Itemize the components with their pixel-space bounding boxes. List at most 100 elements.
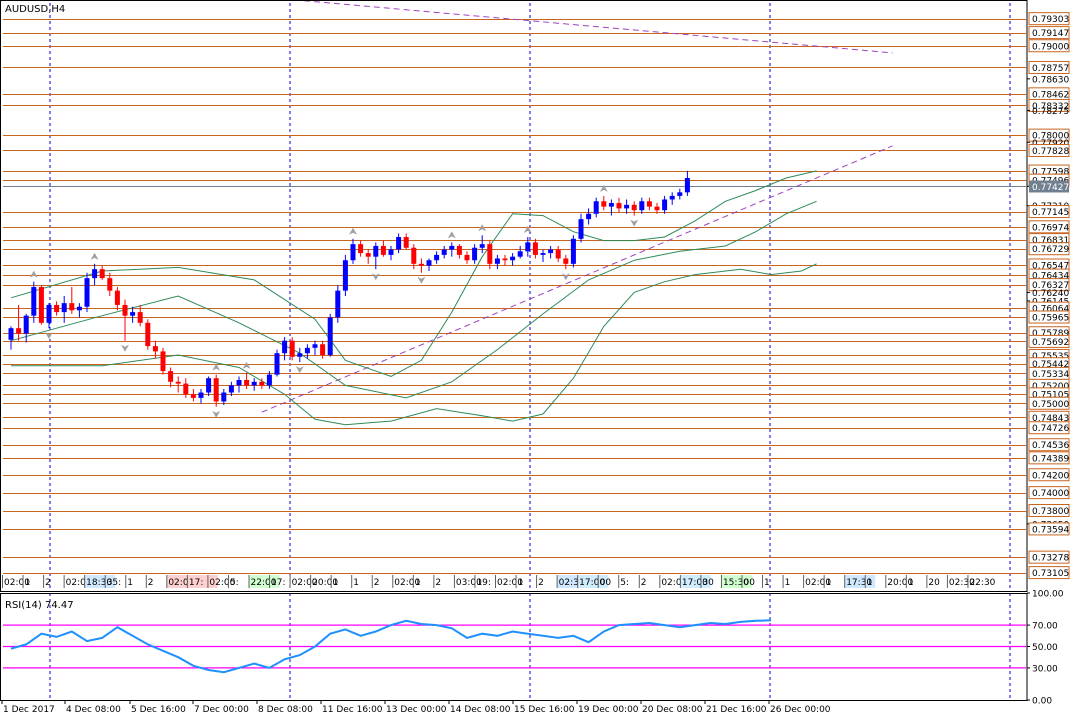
time-row-label-21: 2 xyxy=(435,578,441,588)
price-label-box-6 xyxy=(1028,98,1070,112)
main-pane-border xyxy=(0,0,1028,592)
candle-body-83 xyxy=(639,201,645,211)
time-row-label-26: 2 xyxy=(538,578,544,588)
candle-body-78 xyxy=(601,201,607,207)
time-row-label-34: 30 xyxy=(702,578,714,588)
price-label-box-21 xyxy=(1028,278,1070,292)
time-row-label-45: 20 xyxy=(928,578,940,588)
fractal-down-5 xyxy=(45,332,53,340)
fractal-up-78 xyxy=(599,184,608,192)
price-label-24: 0.76064 xyxy=(1032,305,1069,315)
price-label-18: 0.76729 xyxy=(1032,245,1069,255)
candle-body-45 xyxy=(350,244,356,261)
candle-body-67 xyxy=(517,251,523,257)
candle-body-16 xyxy=(130,312,136,316)
price-label-10: 0.77828 xyxy=(1032,147,1069,157)
time-row-label-36: 00 xyxy=(744,578,756,588)
time-row-label-10: 02:00 xyxy=(209,578,235,588)
rsi-line xyxy=(10,619,772,674)
price-label-43: 0.73278 xyxy=(1032,554,1069,564)
fractal-down-48 xyxy=(371,273,380,281)
price-label-39: 0.74000 xyxy=(1032,489,1069,499)
candle-body-17 xyxy=(137,312,143,323)
price-label-box-10 xyxy=(1028,143,1070,157)
price-label-16: 0.76974 xyxy=(1032,223,1069,233)
candle-body-73 xyxy=(563,258,569,264)
bollinger-bands xyxy=(10,170,817,426)
time-row-label-17: 1 xyxy=(353,578,359,588)
time-row-highlight-4 xyxy=(85,575,116,588)
candle-body-43 xyxy=(335,290,341,318)
fractal-up-31 xyxy=(242,361,251,369)
price-label-box-25 xyxy=(1028,310,1070,324)
time-axis-label-11: 21 Dec 16:00 xyxy=(706,705,767,715)
candle-body-69 xyxy=(532,242,538,255)
candle-body-36 xyxy=(282,340,288,354)
candle-body-25 xyxy=(198,392,204,398)
time-row-highlight-12 xyxy=(249,575,280,588)
candle-body-7 xyxy=(61,303,67,313)
candle-body-42 xyxy=(327,317,333,355)
candle-body-24 xyxy=(190,394,196,398)
rsi-panel xyxy=(3,619,1026,674)
time-row-label-18: 2 xyxy=(374,578,380,588)
time-axis-label-6: 13 Dec 00:00 xyxy=(386,705,447,715)
price-label-box-15 xyxy=(1028,205,1070,219)
candle-body-0 xyxy=(8,328,14,340)
time-axis-label-4: 8 Dec 08:00 xyxy=(258,705,313,715)
price-label-box-42 xyxy=(1028,522,1070,536)
candles xyxy=(8,170,690,418)
time-row-label-23: 19: xyxy=(476,578,490,588)
price-label-42: 0.73594 xyxy=(1032,525,1069,535)
candle-body-4 xyxy=(38,287,44,323)
price-label-35: 0.74726 xyxy=(1032,424,1069,434)
time-row-label-24: 02:00 xyxy=(497,578,523,588)
price-label-box-37 xyxy=(1028,451,1070,465)
time-axis-label-8: 15 Dec 16:00 xyxy=(514,705,575,715)
time-row-highlight-41 xyxy=(845,575,876,588)
price-label-32: 0.75105 xyxy=(1032,390,1069,400)
time-row-label-44: 1 xyxy=(908,578,914,588)
price-label-11: 0.77598 xyxy=(1032,168,1069,178)
fractal-down-15 xyxy=(121,344,129,352)
time-row-highlight-28 xyxy=(578,575,609,588)
price-label-0: 0.79303 xyxy=(1032,15,1069,25)
time-row-label-37: 1 xyxy=(764,578,770,588)
candle-body-31 xyxy=(244,380,250,386)
rsi-axis-label-4: 0.00 xyxy=(1032,697,1052,707)
price-label-30: 0.75334 xyxy=(1032,370,1069,380)
time-row-label-4: 18:30 xyxy=(86,578,112,588)
time-row-label-16: 1 xyxy=(333,578,339,588)
candle-body-82 xyxy=(631,204,637,211)
trendline-upper xyxy=(290,0,893,54)
price-label-box-18 xyxy=(1028,242,1070,256)
candle-body-38 xyxy=(297,353,303,357)
fractal-up-58 xyxy=(447,231,456,239)
price-label-40: 0.73800 xyxy=(1032,507,1069,517)
time-row-label-28: 17:00 xyxy=(579,578,605,588)
grid-lines xyxy=(49,3,1011,700)
time-row-label-33: 17:00 xyxy=(682,578,708,588)
time-row-label-32: 02:00 xyxy=(661,578,687,588)
chart-title: AUDUSD,H4 xyxy=(5,4,65,15)
time-axis-label-1: 4 Dec 08:00 xyxy=(66,705,121,715)
candle-body-9 xyxy=(76,306,82,311)
candle-body-63 xyxy=(487,244,493,264)
rsi-title: RSI(14) 74.47 xyxy=(5,600,74,611)
time-row-label-46: 02:30 xyxy=(949,578,975,588)
candle-body-52 xyxy=(403,237,409,248)
price-label-33: 0.75000 xyxy=(1032,400,1069,410)
time-axis: 1 Dec 2017 4 Dec 08:00 5 Dec 16:00 7 Dec 00… xyxy=(1,701,831,715)
rsi-axis-label-2: 50.00 xyxy=(1032,643,1058,653)
fractal-down-73 xyxy=(561,273,570,281)
time-axis-label-3: 7 Dec 00:00 xyxy=(194,705,249,715)
time-row-label-30: 5: xyxy=(620,578,629,588)
candle-body-88 xyxy=(677,192,683,196)
candle-body-29 xyxy=(228,385,234,393)
candle-body-28 xyxy=(221,392,227,402)
candle-body-27 xyxy=(213,378,219,402)
price-label-8: 0.78000 xyxy=(1032,132,1069,142)
candle-body-39 xyxy=(304,347,310,354)
